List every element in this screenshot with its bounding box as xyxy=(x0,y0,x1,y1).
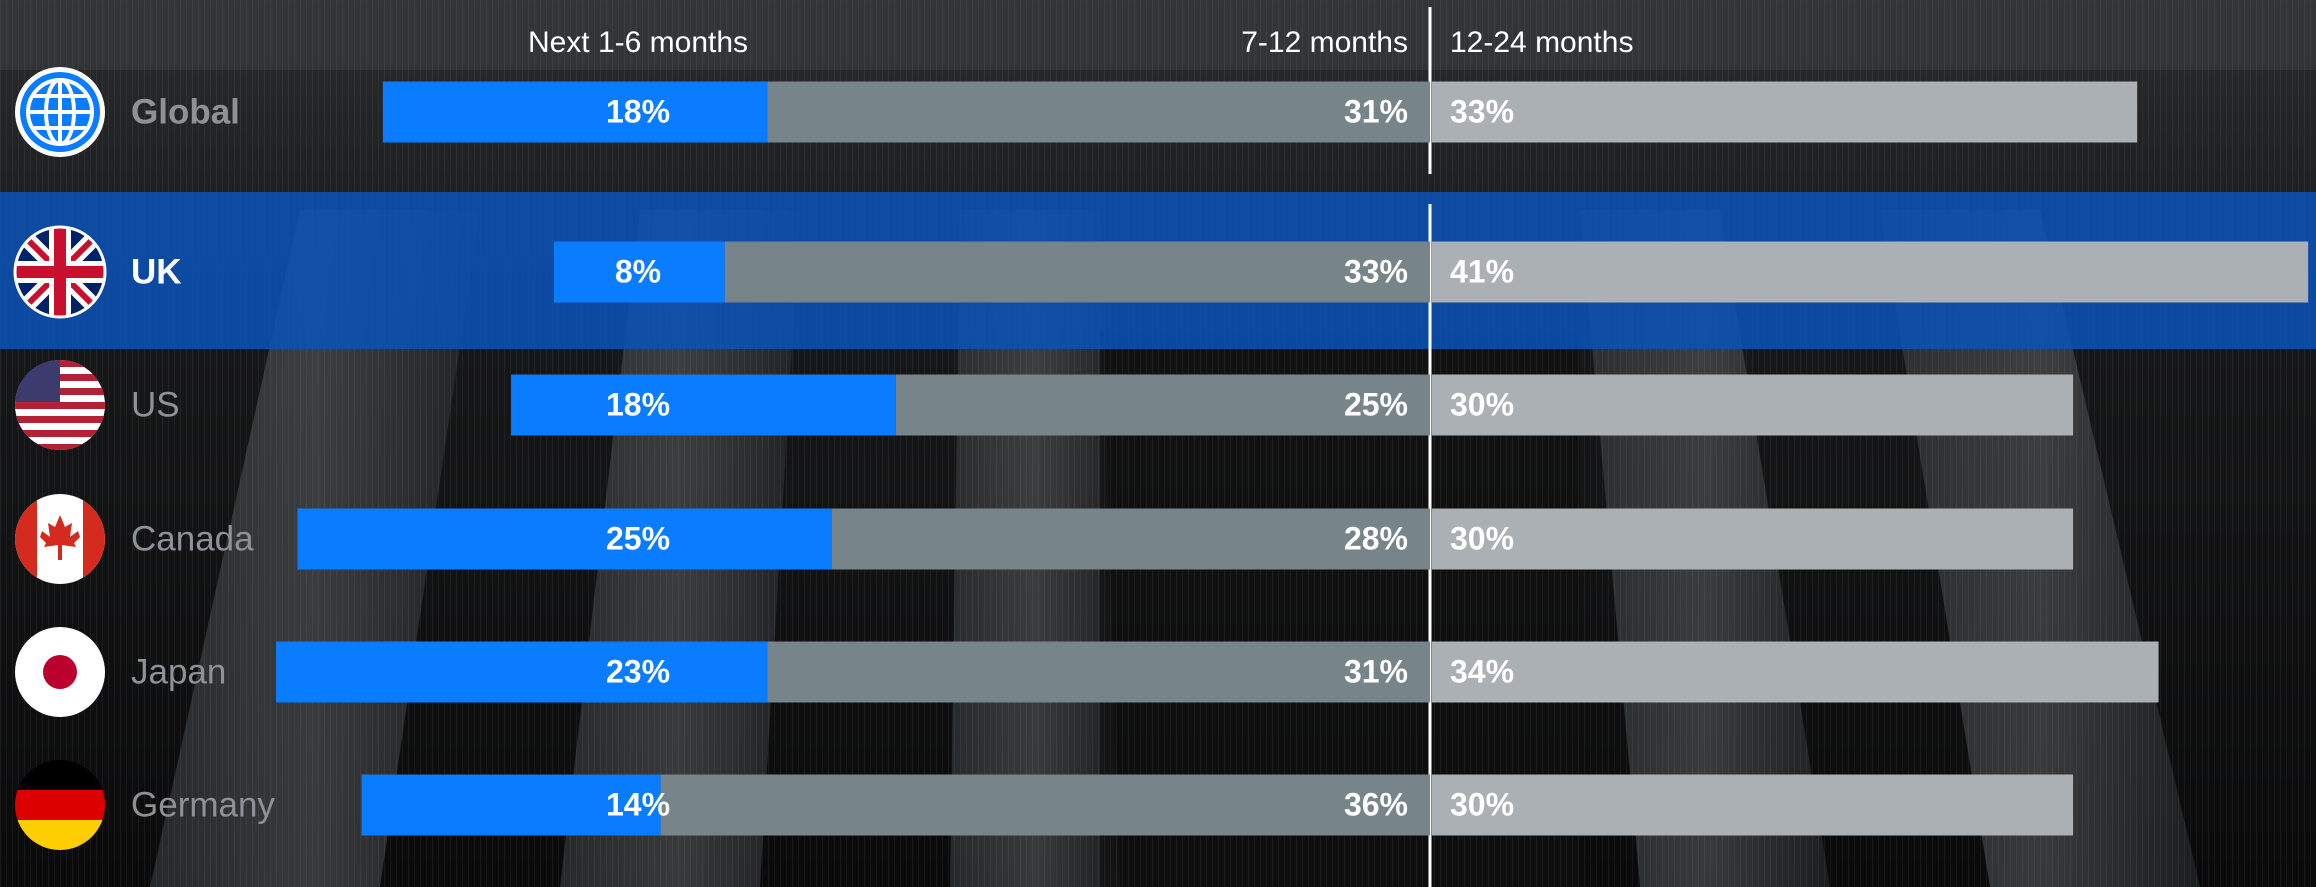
value-label: 14% xyxy=(606,786,670,822)
category-label: UK xyxy=(131,252,182,291)
value-label: 30% xyxy=(1450,520,1514,556)
legend-label: 7-12 months xyxy=(1241,26,1408,59)
value-label: 33% xyxy=(1344,253,1408,289)
bar-segment xyxy=(660,774,1430,836)
bar-segment xyxy=(895,374,1430,436)
value-label: 30% xyxy=(1450,786,1514,822)
bar-segment xyxy=(511,374,896,436)
bar-segment xyxy=(1432,508,2074,570)
value-label: 30% xyxy=(1450,386,1514,422)
category-label: Japan xyxy=(131,652,226,691)
value-label: 34% xyxy=(1450,653,1514,689)
value-label: 8% xyxy=(615,253,661,289)
category-label: Canada xyxy=(131,519,254,558)
bar-segment xyxy=(1432,81,2138,143)
bar-segment xyxy=(1432,774,2074,836)
bar-segment xyxy=(361,774,661,836)
bar-segment xyxy=(1432,241,2309,303)
value-label: 18% xyxy=(606,386,670,422)
value-label: 23% xyxy=(606,653,670,689)
bar-segment xyxy=(553,241,725,303)
legend-label: 12-24 months xyxy=(1450,26,1633,59)
bar-segment xyxy=(1432,641,2159,703)
category-label: Germany xyxy=(131,785,275,824)
uk-flag xyxy=(15,227,105,317)
bar-segment xyxy=(297,508,832,570)
bar-segment xyxy=(831,508,1430,570)
value-label: 31% xyxy=(1344,653,1408,689)
bar-segment xyxy=(382,81,768,143)
germany-flag xyxy=(15,760,105,850)
value-label: 41% xyxy=(1450,253,1514,289)
value-label: 25% xyxy=(1344,386,1408,422)
value-label: 25% xyxy=(606,520,670,556)
value-label: 33% xyxy=(1450,93,1514,129)
value-label: 28% xyxy=(1344,520,1408,556)
value-label: 36% xyxy=(1344,786,1408,822)
bar-segment xyxy=(1432,374,2074,436)
globe-icon xyxy=(15,67,105,157)
value-label: 18% xyxy=(606,93,670,129)
category-label: US xyxy=(131,385,180,424)
category-label: Global xyxy=(131,92,240,131)
bar-segment xyxy=(767,641,1430,703)
bar-segment xyxy=(767,81,1430,143)
value-label: 31% xyxy=(1344,93,1408,129)
canada-flag xyxy=(15,494,105,584)
japan-flag xyxy=(15,627,105,717)
bar-segment xyxy=(276,641,768,703)
us-flag xyxy=(15,360,105,450)
icons xyxy=(13,67,107,850)
legend-label: Next 1-6 months xyxy=(528,26,748,59)
bar-segment xyxy=(724,241,1430,303)
